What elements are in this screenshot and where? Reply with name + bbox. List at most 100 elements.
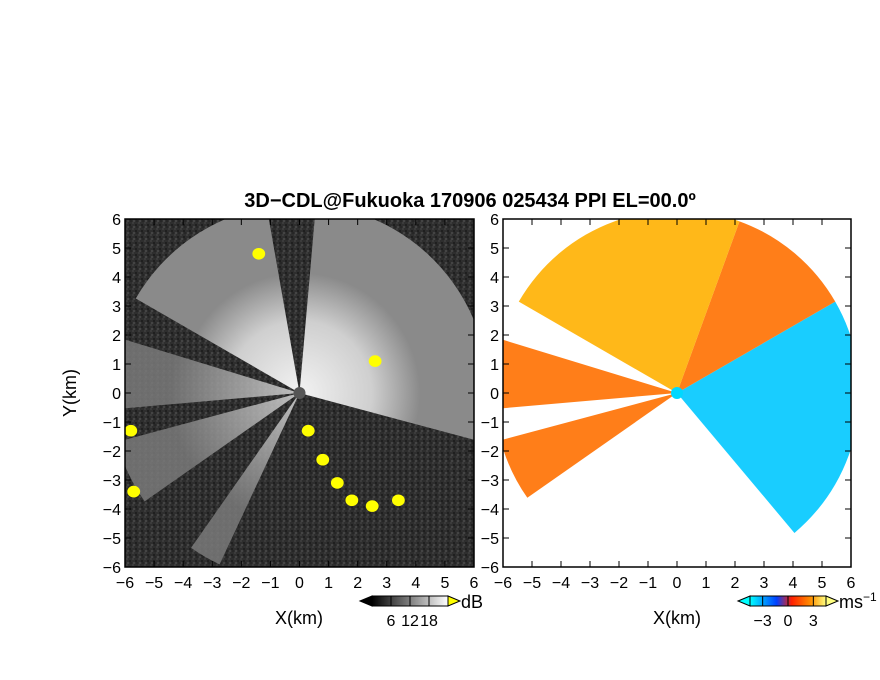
x-tick-label: −6: [116, 575, 134, 592]
left-colorbar-low-extension: [358, 595, 373, 607]
colorbar-tick-label: 6: [387, 613, 396, 630]
x-tick-label: −6: [494, 575, 512, 592]
x-tick-label: −3: [581, 575, 599, 592]
right-axis-ticks: −6 −5 −4 −3 −2 −1 0 1 2 3 4 5 6 6 5 4 3 2 1 0 −1 −2 −3 −4 −5 −6: [481, 212, 856, 592]
intensity-sector: [125, 339, 300, 409]
y-tick-label: 2: [112, 328, 121, 345]
y-tick-label: −1: [103, 415, 121, 432]
left-colorbar: 6 12 18 dB: [358, 592, 483, 630]
x-tick-label: 3: [760, 575, 769, 592]
intensity-sector: [125, 393, 300, 502]
x-tick-label: 4: [789, 575, 798, 592]
right-colorbar-unit-exponent: −1: [863, 590, 877, 604]
x-tick-label: 2: [731, 575, 740, 592]
intensity-sector: [191, 393, 300, 565]
right-colorbar: −3 0 3 ms−1: [736, 590, 877, 630]
left-y-axis-label: Y(km): [60, 369, 80, 417]
velocity-sector: [503, 393, 677, 498]
x-tick-label: 3: [382, 575, 391, 592]
y-tick-label: 4: [112, 270, 121, 287]
y-tick-label: −6: [103, 560, 121, 577]
highlight-area: [127, 485, 141, 498]
highlight-area: [391, 494, 405, 507]
y-tick-label: 1: [112, 357, 121, 374]
velocity-sector: [677, 221, 836, 393]
y-tick-label: −3: [103, 473, 121, 490]
y-tick-label: −6: [481, 560, 499, 577]
left-x-axis-label: X(km): [275, 608, 323, 628]
colorbar-tick-label: 3: [809, 613, 818, 630]
figure-title: 3D−CDL@Fukuoka 170906 025434 PPI EL=00.0…: [244, 190, 696, 212]
colorbar-tick-label: −3: [754, 613, 772, 630]
right-x-axis-label: X(km): [653, 608, 701, 628]
colorbar-tick-label: 12: [401, 613, 419, 630]
right-colorbar-unit-base: ms: [839, 592, 863, 612]
left-colorbar-unit: dB: [461, 592, 483, 612]
y-tick-label: 5: [112, 241, 121, 258]
x-tick-label: −4: [552, 575, 570, 592]
x-tick-label: −5: [523, 575, 541, 592]
colorbar-tick-label: 0: [784, 613, 793, 630]
x-tick-label: −4: [174, 575, 192, 592]
velocity-sector: [503, 339, 677, 409]
left-axis-ticks: −6 −5 −4 −3 −2 −1 0 1 2 3 4 5 6 6 5 4 3 2 1 0 −1 −2 −3 −4 −5 −6: [103, 212, 479, 592]
highlight-area: [301, 424, 315, 437]
y-tick-label: −4: [481, 502, 499, 519]
y-tick-label: −2: [103, 444, 121, 461]
highlight-area: [125, 424, 138, 437]
x-tick-label: −3: [203, 575, 221, 592]
right-sectors: [503, 219, 851, 533]
velocity-sector: [677, 301, 851, 533]
colorbar-tick-label: 18: [420, 613, 438, 630]
right-colorbar-high-extension: [825, 595, 840, 607]
y-tick-label: 6: [112, 212, 121, 229]
left-sectors: [125, 219, 474, 565]
left-colorbar-ticks: 6 12 18: [387, 596, 438, 630]
x-tick-label: 5: [818, 575, 827, 592]
x-tick-label: −1: [639, 575, 657, 592]
x-tick-label: 6: [470, 575, 479, 592]
y-tick-label: 6: [490, 212, 499, 229]
x-tick-label: 1: [702, 575, 711, 592]
y-tick-label: 1: [490, 357, 499, 374]
x-tick-label: −2: [610, 575, 628, 592]
y-tick-label: 3: [112, 299, 121, 316]
x-tick-label: 5: [440, 575, 449, 592]
right-colorbar-ticks: −3 0 3: [754, 596, 818, 630]
y-tick-label: −3: [481, 473, 499, 490]
right-radar-origin: [671, 387, 683, 399]
x-tick-label: 4: [411, 575, 420, 592]
x-tick-label: −1: [261, 575, 279, 592]
left-colorbar-high-extension: [447, 595, 462, 607]
y-tick-label: 2: [490, 328, 499, 345]
y-tick-label: 0: [112, 386, 121, 403]
y-tick-label: 0: [490, 386, 499, 403]
highlight-area: [252, 247, 266, 260]
y-tick-label: −4: [103, 502, 121, 519]
y-tick-label: −5: [103, 531, 121, 548]
right-colorbar-low-extension: [736, 595, 751, 607]
right-panel-velocity: −6 −5 −4 −3 −2 −1 0 1 2 3 4 5 6 6 5 4 3 2 1 0 −1 −2 −3 −4 −5 −6 X…: [481, 212, 856, 628]
y-tick-label: −5: [481, 531, 499, 548]
x-tick-label: 1: [324, 575, 333, 592]
x-tick-label: 0: [295, 575, 304, 592]
intensity-sector: [299, 219, 474, 440]
y-tick-label: 3: [490, 299, 499, 316]
y-tick-label: 4: [490, 270, 499, 287]
y-tick-label: 5: [490, 241, 499, 258]
left-highlight-areas: [125, 247, 405, 512]
y-tick-label: −1: [481, 415, 499, 432]
x-tick-label: 6: [847, 575, 856, 592]
highlight-area: [368, 355, 382, 367]
highlight-area: [316, 453, 330, 466]
x-tick-label: 0: [673, 575, 682, 592]
y-tick-label: −2: [481, 444, 499, 461]
intensity-sector: [135, 219, 300, 393]
x-tick-label: −5: [145, 575, 163, 592]
highlight-area: [330, 477, 344, 489]
left-panel-intensity: −6 −5 −4 −3 −2 −1 0 1 2 3 4 5 6 6 5 4 3 2 1 0 −1 −2 −3 −4 −5 −6 X…: [60, 212, 479, 628]
highlight-area: [345, 494, 359, 507]
right-colorbar-unit: ms−1: [839, 590, 877, 612]
x-tick-label: −2: [232, 575, 250, 592]
